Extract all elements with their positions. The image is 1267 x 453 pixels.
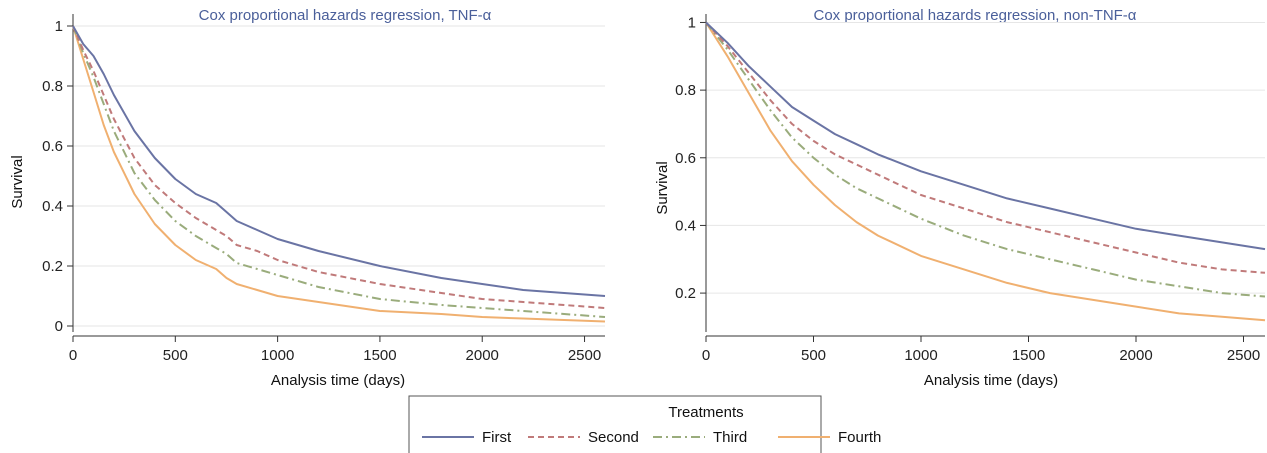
series-line-first xyxy=(72,25,606,297)
legend: Treatments First Second Third Fourth xyxy=(408,395,881,453)
y-tick-label: 0 xyxy=(55,318,63,335)
y-tick-label: 0.4 xyxy=(675,217,696,234)
x-axis-label: Analysis time (days) xyxy=(271,372,405,389)
x-tick-label: 1000 xyxy=(261,347,294,364)
series-layer xyxy=(705,21,1266,322)
series-line-fourth xyxy=(72,25,606,323)
legend-label-fourth: Fourth xyxy=(838,429,881,446)
series-line-second xyxy=(705,21,1266,274)
chart-title: Cox proportional hazards regression, TNF… xyxy=(199,7,492,24)
tnf-alpha-panel: Cox proportional hazards regression, TNF… xyxy=(9,7,606,389)
x-tick-label: 500 xyxy=(163,347,188,364)
x-tick-label: 0 xyxy=(702,347,710,364)
series-line-first xyxy=(705,21,1266,251)
series-line-fourth xyxy=(705,21,1266,322)
chart-title: Cox proportional hazards regression, non… xyxy=(814,7,1137,24)
y-axis-label: Survival xyxy=(654,161,671,214)
x-tick-label: 0 xyxy=(69,347,77,364)
series-line-third xyxy=(705,21,1266,298)
x-tick-label: 1500 xyxy=(363,347,396,364)
y-tick-label: 0.4 xyxy=(42,198,63,215)
legend-label-third: Third xyxy=(713,429,747,446)
y-tick-label: 0.6 xyxy=(42,138,63,155)
x-tick-label: 2000 xyxy=(1119,347,1152,364)
y-tick-label: 0.2 xyxy=(42,258,63,275)
y-tick-label: 0.8 xyxy=(42,78,63,95)
x-tick-label: 1000 xyxy=(904,347,937,364)
legend-title: Treatments xyxy=(668,404,743,421)
series-layer xyxy=(72,25,606,323)
y-tick-label: 0.6 xyxy=(675,150,696,167)
x-tick-label: 500 xyxy=(801,347,826,364)
legend-box xyxy=(408,395,822,453)
non-tnf-alpha-panel: Cox proportional hazards regression, non… xyxy=(654,7,1266,389)
x-axis: 0 500 1000 1500 2000 2500 xyxy=(69,335,605,364)
grid xyxy=(706,21,1265,294)
y-axis: 0 0.2 0.4 0.6 0.8 1 xyxy=(42,14,74,335)
x-axis: 0 500 1000 1500 2000 2500 xyxy=(702,335,1265,364)
series-line-third xyxy=(72,25,606,318)
y-axis-label: Survival xyxy=(9,155,26,208)
y-axis: 0.2 0.4 0.6 0.8 1 xyxy=(675,14,707,332)
x-tick-label: 2000 xyxy=(466,347,499,364)
series-line-second xyxy=(72,25,606,309)
x-tick-label: 2500 xyxy=(568,347,601,364)
y-tick-label: 1 xyxy=(688,14,696,31)
legend-label-second: Second xyxy=(588,429,639,446)
grid xyxy=(73,25,605,327)
x-tick-label: 1500 xyxy=(1012,347,1045,364)
y-tick-label: 1 xyxy=(55,18,63,35)
x-axis-label: Analysis time (days) xyxy=(924,372,1058,389)
legend-label-first: First xyxy=(482,429,512,446)
x-tick-label: 2500 xyxy=(1227,347,1260,364)
y-tick-label: 0.8 xyxy=(675,82,696,99)
y-tick-label: 0.2 xyxy=(675,285,696,302)
